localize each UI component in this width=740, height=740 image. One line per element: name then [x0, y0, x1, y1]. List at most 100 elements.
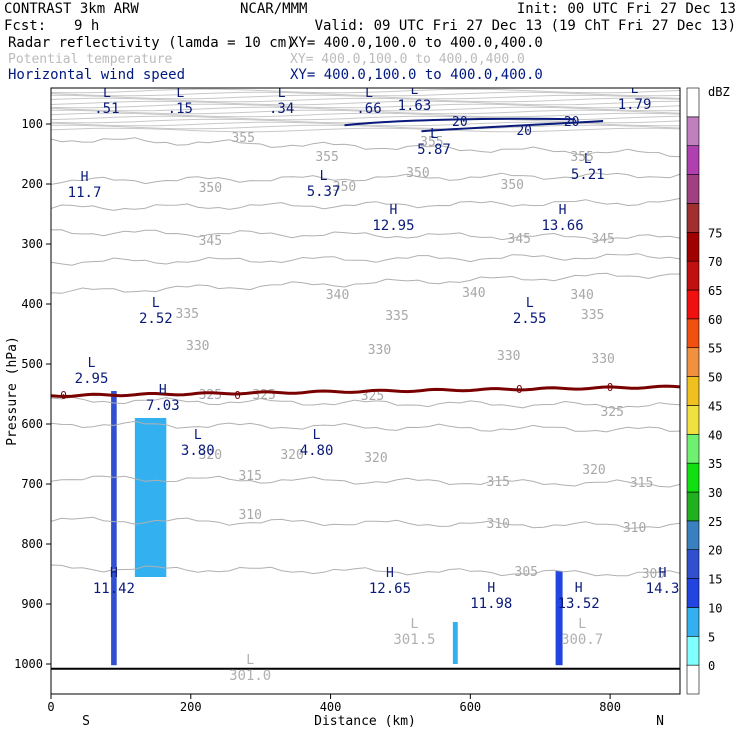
colorbar-segment — [686, 578, 700, 608]
wind-contour-label: 20 — [516, 124, 532, 139]
wind-extremum-marker: L — [278, 86, 286, 101]
plot-area: 355 355 355 355 350 350 350 350 345 345 345 340 340 3… — [51, 86, 680, 684]
wind-extremum-marker: L — [320, 169, 328, 184]
x-tick-label: 600 — [459, 700, 481, 714]
theta-isoline-upper — [51, 109, 680, 115]
colorbar-segment — [686, 145, 700, 175]
theta-isoline-upper — [51, 94, 680, 100]
wind-extremum-value: .66 — [356, 101, 381, 117]
colorbar-segment — [686, 433, 700, 464]
wind-extremum-value: 5.87 — [417, 142, 451, 158]
theta-isoline — [51, 137, 680, 158]
colorbar-segment — [686, 607, 700, 637]
wind-extremum-marker: H — [559, 203, 567, 218]
theta-label: 355 — [231, 131, 254, 146]
theta-label: 305 — [515, 565, 538, 580]
theta-isoline-upper — [51, 115, 680, 121]
wind-extremum-value: 11.98 — [470, 596, 512, 612]
theta-isoline — [51, 420, 680, 433]
theta-label: 320 — [199, 448, 222, 463]
theta-isoline — [51, 396, 680, 410]
colorbar: 0 5 10 15 20 25 30 35 40 45 50 55 60 65 70 75 dBZ — [686, 85, 730, 695]
wind-extremum-value: 12.65 — [369, 581, 411, 597]
theta-label: 315 — [238, 469, 261, 484]
init-time: Init: 00 UTC Fri 27 Dec 13 — [517, 1, 736, 17]
wind-extremum-marker: L — [88, 356, 96, 371]
theta-label: 355 — [570, 150, 593, 165]
colorbar-segment — [686, 462, 700, 493]
theta-isoline-upper — [51, 97, 680, 103]
field-xy-theta: XY= 400.0,100.0 to 400.0,400.0 — [290, 52, 525, 67]
x-tick-label: 200 — [180, 700, 202, 714]
colorbar-segment — [686, 635, 700, 666]
reflectivity-cell — [555, 571, 563, 666]
zero-isoline-label: 0 — [607, 381, 614, 394]
colorbar-segment — [686, 231, 700, 262]
fcst-value: 9 h — [74, 18, 99, 34]
theta-isoline — [51, 253, 680, 266]
theta-isoline — [51, 516, 680, 530]
wind-extremum-value: 13.52 — [558, 596, 600, 612]
theta-label: 325 — [361, 389, 384, 404]
zero-isoline-path — [51, 384, 680, 399]
x-end-label-north: N — [656, 714, 664, 729]
y-tick-label: 500 — [21, 357, 43, 371]
wind-extremum-marker: L — [526, 296, 534, 311]
x-end-label-south: S — [82, 714, 90, 729]
theta-label: 330 — [368, 343, 391, 358]
theta-isoline — [51, 229, 680, 242]
colorbar-tick-label: 55 — [708, 342, 722, 356]
theta-label: 310 — [487, 517, 510, 532]
theta-label: 350 — [501, 178, 524, 193]
wind-contour-label: 20 — [452, 115, 468, 130]
wind-extremum-value: 1.79 — [618, 97, 652, 113]
theta-label: 355 — [315, 150, 338, 165]
theta-isoline — [51, 272, 680, 294]
wind-extremum-marker: H — [487, 581, 495, 596]
y-tick-label: 100 — [21, 117, 43, 131]
theta-label: 325 — [252, 388, 275, 403]
wind-extremum-value: 1.63 — [398, 98, 432, 114]
colorbar-tick-label: 50 — [708, 371, 722, 385]
theta-label: 335 — [385, 309, 408, 324]
wind-extremum-marker: L — [430, 127, 438, 142]
colorbar-tick-label: 5 — [708, 630, 715, 644]
colorbar-segment — [686, 405, 700, 435]
colorbar-tick-label: 25 — [708, 515, 722, 529]
wind-extremum-marker: H — [575, 581, 583, 596]
colorbar-tick-label: 10 — [708, 601, 722, 615]
wind-contour-line — [344, 117, 604, 133]
wind-extremum-marker: L — [103, 86, 111, 101]
colorbar-segment — [686, 520, 700, 551]
wind-extremum-value: 11.42 — [93, 581, 135, 597]
y-tick-label: 900 — [21, 597, 43, 611]
theta-label: 310 — [238, 508, 261, 523]
wind-extremum-value: 5.21 — [571, 167, 605, 183]
plot-frame — [50, 87, 681, 695]
theta-label: 325 — [199, 388, 222, 403]
fcst-label: Fcst: — [4, 18, 46, 34]
theta-isoline — [51, 564, 680, 577]
theta-label: 355 — [420, 135, 443, 150]
colorbar-segment — [686, 260, 700, 291]
theta-isoline-upper — [51, 124, 680, 130]
y-tick-label: 300 — [21, 237, 43, 251]
wind-extremum-value: 7.03 — [146, 398, 180, 414]
wind-extremum-value: 14.3 — [646, 581, 680, 597]
theta-isoline — [51, 172, 680, 185]
theta-label: 325 — [600, 405, 623, 420]
wind-extremum-marker: H — [659, 566, 667, 581]
theta-label: 310 — [623, 521, 646, 536]
theta-extremum-value: 300.7 — [561, 632, 603, 648]
theta-isoline-upper — [51, 88, 680, 94]
theta-label: 330 — [186, 339, 209, 354]
zero-isoline-label: 0 — [516, 383, 523, 396]
colorbar-segment — [686, 664, 700, 695]
wind-extremum-marker: L — [176, 86, 184, 101]
y-tick-label: 600 — [21, 417, 43, 431]
colorbar-segment — [686, 491, 700, 522]
x-tick-label: 0 — [47, 700, 54, 714]
theta-isoline — [51, 197, 680, 211]
